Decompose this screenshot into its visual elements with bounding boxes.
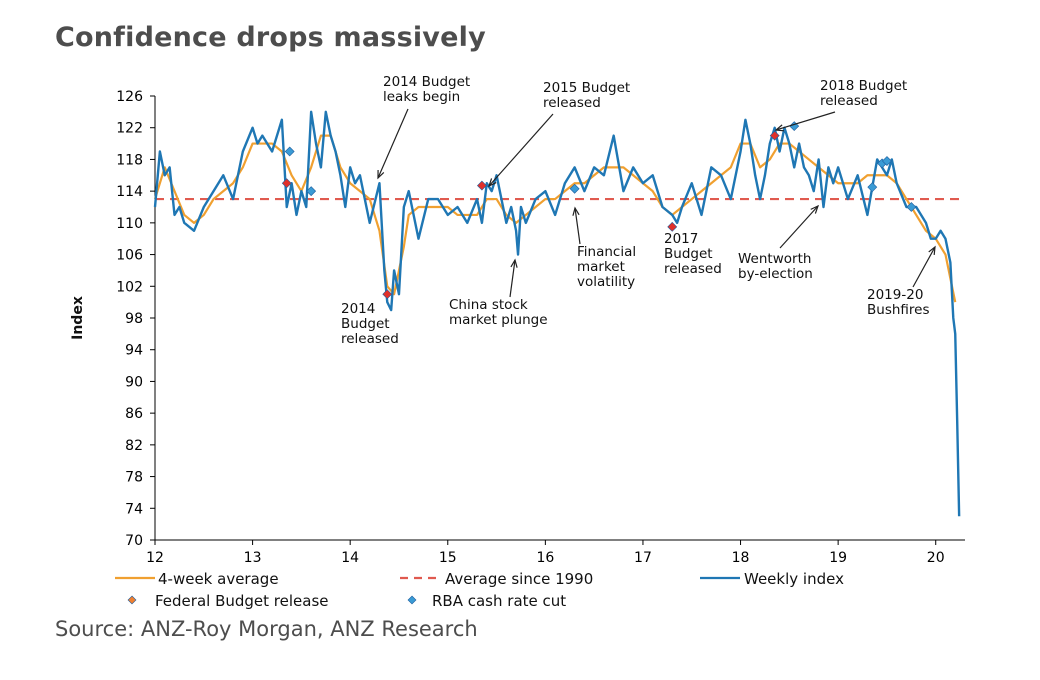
y-tick-label: 90	[125, 374, 143, 390]
annotation-arrowhead	[487, 178, 497, 188]
y-tick-label: 82	[125, 438, 143, 454]
annotation-arrowhead	[774, 124, 785, 132]
y-tick-label: 86	[125, 406, 143, 422]
y-tick-label: 74	[125, 501, 143, 517]
rba-cut-marker	[867, 182, 878, 193]
budget-release-marker	[769, 130, 780, 141]
rba-cut-marker	[284, 146, 295, 157]
annotation-label: volatility	[577, 274, 635, 290]
annotation-label: 2015 Budget	[543, 80, 630, 96]
annotation-label: market plunge	[449, 312, 548, 328]
annotation-label: 2019-20	[867, 287, 923, 303]
y-tick-label: 114	[116, 184, 143, 200]
annotation-label: by-election	[738, 266, 813, 282]
series-weekly-index	[153, 110, 961, 517]
legend: 4-week average Average since 1990 Weekly i…	[115, 570, 844, 610]
annotation-arrowhead	[572, 206, 580, 216]
axes: 70 74 78 82 86 90 94 98 102 106 110 114 118 122 126 12 1…	[70, 89, 965, 566]
series-group	[153, 110, 961, 517]
annotation-label: China stock	[449, 297, 528, 313]
annotation-arrow	[574, 207, 581, 245]
legend-budget-diamond	[127, 595, 137, 605]
annotation-label: 2017	[664, 231, 698, 247]
x-tick-label: 18	[732, 550, 750, 566]
x-tick-label: 12	[146, 550, 164, 566]
rba-cut-marker	[306, 186, 317, 197]
legend-rba-diamond	[407, 595, 417, 605]
legend-label: Weekly index	[744, 570, 844, 588]
rba-cut-marker	[882, 156, 892, 166]
series-4-week-average	[153, 134, 957, 303]
annotation-arrowhead	[928, 245, 936, 256]
legend-label: 4-week average	[158, 570, 279, 588]
annotation-label: Budget	[664, 246, 713, 262]
y-tick-label: 122	[116, 121, 143, 137]
y-tick-label: 98	[125, 311, 143, 327]
y-tick-label: 78	[125, 470, 143, 486]
legend-label: Federal Budget release	[155, 592, 329, 610]
rba-cut-marker	[906, 202, 917, 212]
x-tick-label: 15	[439, 550, 457, 566]
y-tick-label: 110	[116, 216, 143, 232]
x-tick-label: 19	[829, 550, 847, 566]
y-tick-label: 102	[116, 279, 143, 295]
annotation-label: Wentworth	[738, 251, 811, 267]
annotation-label: Financial	[577, 244, 636, 260]
annotation-arrow	[377, 108, 409, 179]
source-note: Source: ANZ-Roy Morgan, ANZ Research	[55, 617, 478, 641]
annotation-arrowhead	[510, 258, 518, 268]
annotation-label: Budget	[341, 316, 390, 332]
x-tick-label: 17	[634, 550, 652, 566]
x-tick-label: 14	[341, 550, 359, 566]
annotation-label: released	[543, 95, 601, 111]
annotation-arrow	[779, 205, 819, 249]
annotation-arrow	[488, 113, 554, 187]
y-tick-label: 70	[125, 533, 143, 549]
legend-label: RBA cash rate cut	[432, 592, 566, 610]
budget-release-marker	[382, 289, 393, 300]
x-tick-label: 20	[927, 550, 945, 566]
budget-release-marker	[281, 178, 292, 189]
x-tick-label: 16	[536, 550, 554, 566]
annotation-label: market	[577, 259, 625, 275]
annotation-arrow	[509, 259, 516, 298]
annotation-arrow	[912, 246, 936, 288]
annotation-label: 2014	[341, 301, 375, 317]
budget-release-marker	[667, 221, 678, 232]
annotation-arrowhead	[810, 204, 820, 214]
y-tick-label: 118	[116, 152, 143, 168]
annotation-arrow	[775, 111, 836, 131]
y-axis-label: Index	[70, 296, 86, 340]
chart-title: Confidence drops massively	[55, 22, 486, 53]
annotation-label: released	[820, 93, 878, 109]
legend-label: Average since 1990	[445, 570, 593, 588]
x-tick-label: 13	[244, 550, 262, 566]
annotation-label: leaks begin	[383, 89, 460, 105]
annotation-label: released	[341, 331, 399, 347]
y-tick-label: 94	[125, 343, 143, 359]
annotation-label: 2018 Budget	[820, 78, 907, 94]
markers-group	[281, 121, 917, 300]
budget-release-marker	[477, 180, 487, 191]
annotation-label: Bushfires	[867, 302, 930, 318]
annotation-arrowhead	[377, 169, 385, 180]
annotation-label: released	[664, 261, 722, 277]
annotation-label: 2014 Budget	[383, 74, 470, 90]
rba-cut-marker	[569, 183, 580, 194]
y-tick-label: 106	[116, 248, 143, 264]
y-tick-label: 126	[116, 89, 143, 105]
